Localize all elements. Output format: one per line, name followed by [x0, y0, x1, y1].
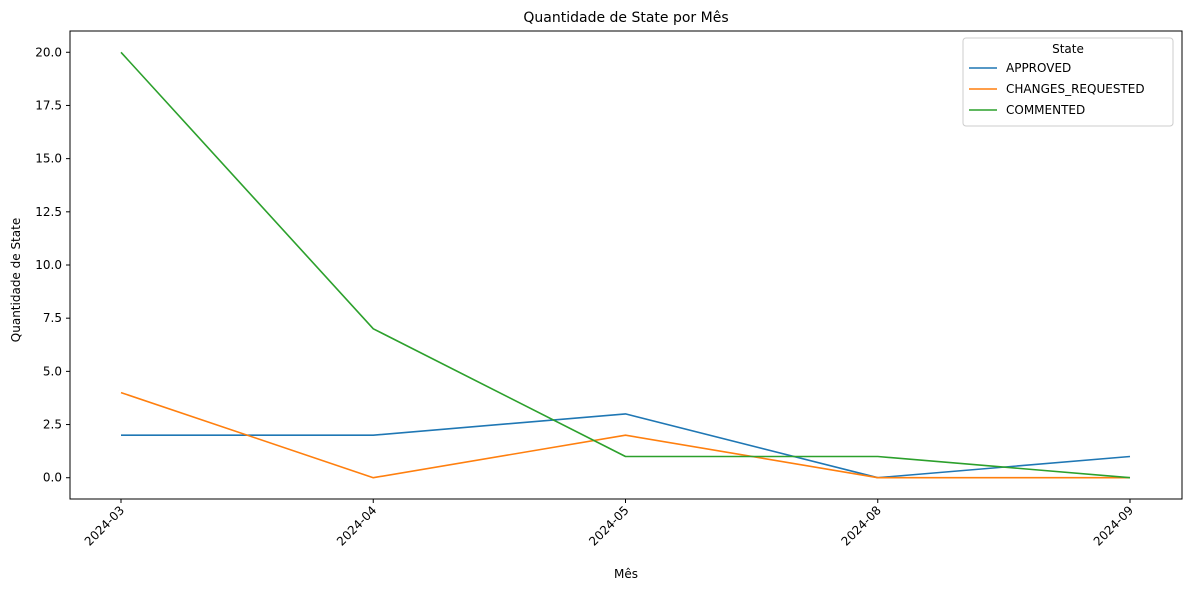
legend-entry: APPROVED: [1006, 61, 1071, 75]
series-line-approved: [121, 413, 1131, 479]
y-tick-label: 5.0: [43, 364, 62, 378]
x-tick-label: 2024-05: [586, 503, 631, 548]
legend: State APPROVED CHANGES_REQUESTED COMMENTED: [962, 37, 1174, 127]
x-tick-label: 2024-08: [839, 503, 884, 548]
y-tick-label: 0.0: [43, 471, 62, 485]
y-tick-label: 20.0: [35, 45, 62, 59]
legend-title: State: [1052, 42, 1084, 56]
series-line-commented: [120, 51, 1131, 479]
x-tick-label: 2024-04: [334, 503, 379, 548]
y-tick-label: 2.5: [43, 418, 62, 432]
y-tick-label: 7.5: [43, 311, 62, 325]
y-axis-title: Quantidade de State: [9, 218, 23, 342]
y-tick-label: 12.5: [35, 205, 62, 219]
x-axis-title: Mês: [614, 567, 638, 581]
legend-entry: COMMENTED: [1006, 103, 1085, 117]
series-line-changes-requested: [120, 391, 1130, 479]
y-tick-label: 10.0: [35, 258, 62, 272]
legend-entry: CHANGES_REQUESTED: [1006, 82, 1145, 96]
y-tick-label: 17.5: [35, 98, 62, 112]
x-tick-label: 2024-03: [82, 503, 127, 548]
y-tick-label: 15.0: [35, 152, 62, 166]
x-axis: 2024-03 2024-04 2024-05 2024-08 2024-09: [82, 499, 1136, 549]
series-layer: [120, 51, 1131, 479]
legend-box: [962, 37, 1174, 127]
x-tick-label: 2024-09: [1091, 503, 1136, 548]
chart-title: Quantidade de State por Mês: [523, 10, 728, 26]
y-axis: 0.0 2.5 5.0 7.5 10.0 12.5 15.0 17.5 20.0: [35, 45, 70, 485]
